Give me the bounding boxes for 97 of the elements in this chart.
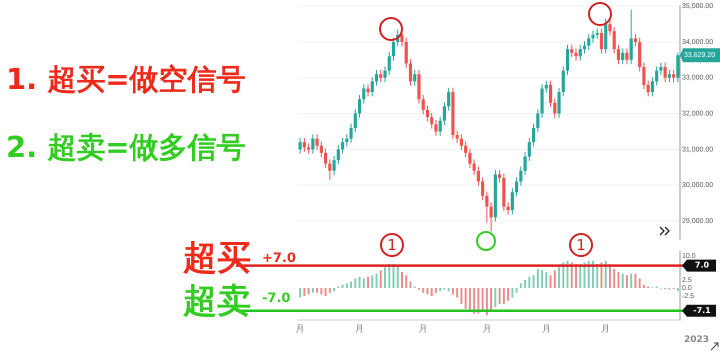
candlestick: [366, 84, 370, 97]
candlestick: [320, 140, 323, 158]
candlestick: [362, 84, 366, 104]
candlestick: [650, 76, 654, 97]
candlestick: [621, 48, 624, 65]
candlestick: [332, 155, 336, 176]
candlestick: [553, 98, 556, 118]
candlestick: [668, 69, 671, 83]
candlestick: [370, 76, 374, 97]
text: 2023: [684, 335, 710, 346]
candlestick: [324, 148, 328, 168]
candlestick: [664, 62, 667, 83]
candlestick: [328, 158, 332, 180]
candlestick: [655, 66, 658, 86]
candlestick: [582, 40, 586, 54]
candlestick: [646, 80, 650, 97]
candlestick: [340, 137, 344, 154]
candlestick: [358, 94, 362, 118]
annotation: 1: [569, 233, 593, 257]
candlestick: [506, 202, 510, 215]
candlestick: [354, 108, 357, 133]
candlestick: [383, 66, 387, 83]
ref-line-label: 7.0: [694, 260, 710, 270]
text: +7.0: [262, 251, 296, 266]
candlestick: [532, 123, 536, 147]
candlestick: [672, 69, 676, 83]
candlestick: [514, 176, 518, 198]
candlestick: [490, 202, 493, 232]
candlestick: [485, 191, 488, 224]
candlestick: [442, 102, 446, 126]
x-tick-label: 月: [296, 324, 305, 335]
candlestick: [566, 44, 570, 76]
candlestick: [498, 170, 502, 183]
candlestick: [311, 134, 314, 154]
candlestick: [468, 148, 472, 168]
candlestick: [600, 28, 604, 54]
candlestick: [434, 119, 438, 136]
candlestick: [481, 176, 484, 201]
text: 超卖: [183, 281, 251, 321]
candlestick: [336, 144, 340, 165]
candlestick: [404, 37, 408, 68]
candlestick: [510, 187, 514, 215]
candlestick: [596, 28, 599, 40]
candlestick: [625, 48, 629, 65]
candlestick: [544, 80, 548, 94]
candlestick: [379, 69, 382, 83]
candlestick: [349, 123, 353, 144]
candlestick: [307, 142, 310, 154]
candlestick: [298, 137, 302, 154]
candlestick: [523, 152, 527, 176]
candlestick: [316, 134, 319, 151]
text: -7.0: [262, 291, 290, 306]
candlestick: [519, 166, 522, 186]
candlestick: [608, 19, 612, 36]
candlestick: [562, 66, 565, 97]
candlestick: [408, 58, 412, 86]
candlestick: [587, 34, 590, 50]
candlestick: [634, 34, 638, 47]
candlestick: [464, 140, 468, 158]
x-tick-label: 月: [542, 324, 551, 335]
candlestick: [578, 44, 582, 62]
candlestick: [472, 158, 476, 176]
candlestick: [659, 62, 662, 76]
candlestick: [612, 26, 616, 54]
candlestick: [557, 87, 561, 118]
text: 2. 超卖=做多信号: [6, 130, 246, 164]
candlestick: [548, 80, 552, 108]
candlestick: [570, 44, 574, 58]
candlestick: [413, 69, 416, 86]
candlestick: [392, 37, 396, 62]
text: 超买: [183, 238, 251, 278]
candlestick: [374, 69, 378, 86]
candlestick: [528, 137, 531, 162]
candlestick: [642, 62, 646, 90]
x-tick-label: 月: [418, 324, 428, 335]
candlestick: [616, 44, 620, 65]
candlestick: [456, 130, 459, 144]
candlestick: [388, 52, 391, 76]
x-tick-label: 月: [482, 324, 492, 335]
x-tick-label: 月: [355, 324, 364, 335]
candlestick: [426, 105, 430, 122]
x-tick-label: 月: [601, 324, 610, 335]
ref-line-label: -7.1: [693, 306, 712, 315]
candlestick: [574, 48, 578, 62]
candlestick: [476, 166, 480, 186]
candlestick: [460, 134, 464, 151]
candlestick: [345, 134, 348, 147]
candlestick: [447, 87, 450, 112]
annotation: 1: [380, 233, 404, 257]
candlestick: [422, 94, 425, 115]
text: 1. 超买=做空信号: [6, 62, 246, 96]
candlestick: [438, 116, 442, 136]
candlestick: [591, 30, 595, 44]
candlestick: [630, 9, 633, 65]
candlestick: [430, 112, 434, 130]
candlestick: [536, 108, 540, 133]
candlestick: [302, 137, 306, 152]
